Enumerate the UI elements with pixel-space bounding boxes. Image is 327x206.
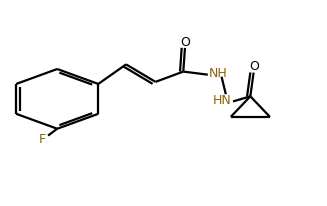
Text: HN: HN (213, 94, 231, 107)
Text: O: O (181, 36, 191, 49)
Text: F: F (38, 132, 45, 146)
Text: O: O (250, 60, 260, 73)
Text: NH: NH (208, 67, 227, 80)
